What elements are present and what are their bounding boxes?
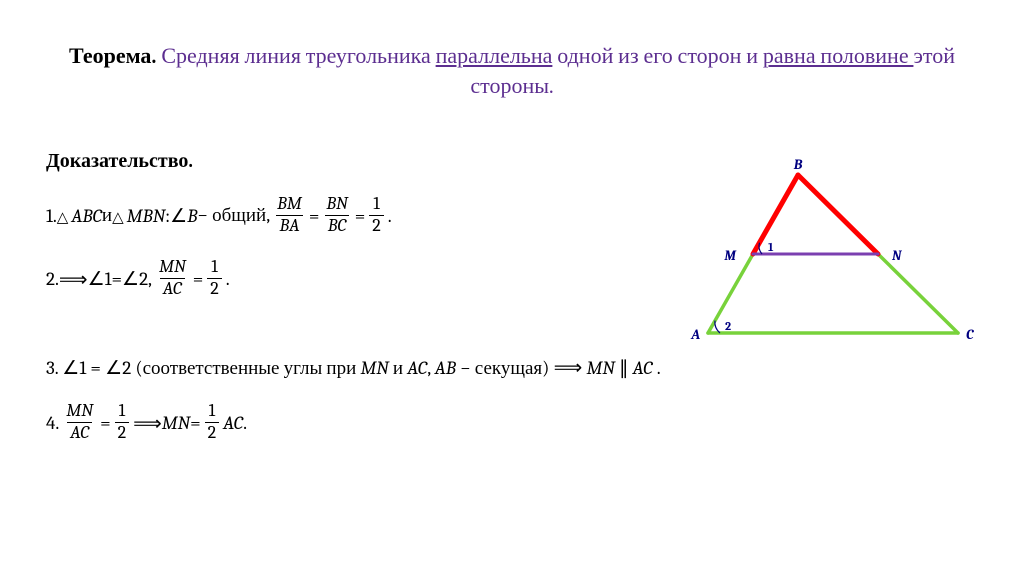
implies-icon xyxy=(59,267,88,291)
parallel-icon xyxy=(619,357,629,379)
content-row: 1. ABC и MBN : B − общий, BM BA = BN BC … xyxy=(46,195,978,355)
mn: MN xyxy=(162,412,190,434)
label-c: C xyxy=(966,326,975,343)
fraction-mn-ac: MN AC xyxy=(156,258,189,299)
step-num: 2. xyxy=(46,268,59,290)
angle-icon xyxy=(105,357,122,379)
triangle-icon xyxy=(57,205,72,227)
angle-icon xyxy=(88,268,105,290)
angle-icon xyxy=(170,205,187,227)
angle-1: 1 xyxy=(105,268,112,290)
dot: . xyxy=(653,357,661,379)
theorem-underline-2: равна половине xyxy=(763,43,914,69)
triangle-icon xyxy=(112,205,127,227)
angle-1: 1 xyxy=(79,357,86,379)
and-text: и xyxy=(102,204,112,227)
implies-icon xyxy=(133,411,162,435)
triangle-diagram: B M N A C 1 2 xyxy=(678,155,978,355)
paren-text: (соответственные углы при xyxy=(135,357,360,379)
ac: AC xyxy=(407,357,427,379)
fraction-mn-ac: MN AC xyxy=(63,402,96,443)
eq: = xyxy=(112,268,123,290)
theorem-underline-1: параллельна xyxy=(436,43,553,69)
label-a: A xyxy=(690,326,700,343)
proof-column: 1. ABC и MBN : B − общий, BM BA = BN BC … xyxy=(46,195,678,321)
diagram: B M N A C 1 2 xyxy=(678,155,978,355)
theorem-statement: Теорема. Средняя линия треугольника пара… xyxy=(46,42,978,101)
fraction-1-2: 1 2 xyxy=(369,195,384,236)
dot: . xyxy=(226,268,230,290)
theorem-text-2: одной из его сторон и xyxy=(552,43,763,69)
common-text: − общий, xyxy=(197,204,270,227)
secant-text: − секущая) xyxy=(456,357,554,379)
comma: , xyxy=(427,357,435,379)
fraction-bm-ba: BM BA xyxy=(274,195,305,236)
angle-b: B xyxy=(187,205,197,227)
fraction-1-2: 1 2 xyxy=(115,402,130,443)
label-n: N xyxy=(891,247,903,264)
fraction-1-2: 1 2 xyxy=(205,402,220,443)
proof-step-2: 2. 1 = 2 , MN AC = 1 2 . xyxy=(46,258,678,299)
ac2: AC xyxy=(633,357,653,379)
ac: AC xyxy=(223,412,243,434)
label-b: B xyxy=(793,156,803,173)
fraction-bn-bc: BN BC xyxy=(323,195,350,236)
proof-step-1: 1. ABC и MBN : B − общий, BM BA = BN BC … xyxy=(46,195,678,236)
proof-step-3: 3. 1 = 2 (соответственные углы при MN и … xyxy=(46,355,978,380)
angle-label-1: 1 xyxy=(768,240,774,254)
eq: = xyxy=(193,268,204,290)
dot: . xyxy=(388,205,392,227)
theorem-text-1: Средняя линия треугольника xyxy=(157,43,436,69)
tri-abc: ABC xyxy=(71,205,102,227)
page: Теорема. Средняя линия треугольника пара… xyxy=(0,0,1024,443)
angle-icon xyxy=(62,357,79,379)
mn: MN xyxy=(360,357,388,379)
eq: = xyxy=(100,412,111,434)
implies-icon xyxy=(554,357,583,379)
ab: AB xyxy=(435,357,456,379)
mn2: MN xyxy=(586,357,614,379)
step-num: 4. xyxy=(46,412,59,434)
step-num: 3. xyxy=(46,357,62,379)
step-num: 1. xyxy=(46,205,57,227)
angle-label-2: 2 xyxy=(725,319,731,333)
dot: . xyxy=(243,412,247,434)
tri-mbn: MBN xyxy=(127,205,165,227)
proof-step-4: 4. MN AC = 1 2 MN = 1 2 AC. xyxy=(46,402,978,443)
and: и xyxy=(389,357,408,379)
eq: = xyxy=(90,357,105,379)
angle-2: 2 xyxy=(122,357,131,379)
fraction-1-2: 1 2 xyxy=(207,258,222,299)
eq: = xyxy=(190,412,201,434)
eq: = xyxy=(309,205,320,227)
angle-icon xyxy=(122,268,139,290)
label-m: M xyxy=(723,247,737,264)
theorem-label: Теорема. xyxy=(69,43,157,69)
eq: = xyxy=(355,205,366,227)
comma: , xyxy=(148,268,152,290)
angle-2: 2 xyxy=(139,268,148,290)
